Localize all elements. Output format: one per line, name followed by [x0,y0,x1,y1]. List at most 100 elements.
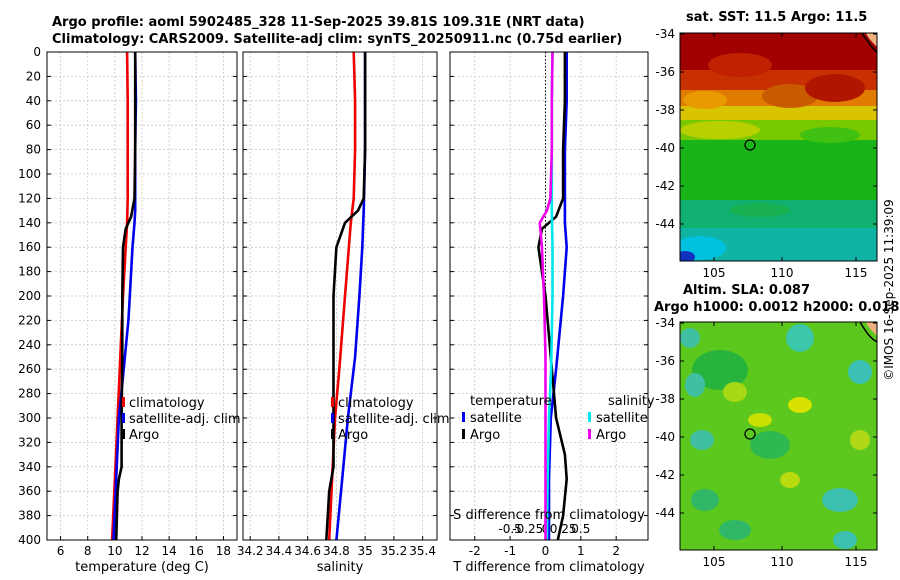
salinity-xtick-label: 34.2 [237,544,264,558]
salinity-xtick-label: 34.4 [266,544,293,558]
legend-swatch-temperature-satellite [462,412,465,422]
salinity-axes-frame [242,51,438,541]
difference-xtick-label: 1 [577,544,585,558]
depth-tick-label: 260 [18,362,41,376]
lat-tick-label: -38 [655,392,675,406]
temperature-xtick-label: 12 [134,544,149,558]
lat-tick-label: -44 [655,217,675,231]
depth-tick-label: 220 [18,313,41,327]
sla-map [680,322,877,550]
difference-series-salinity-argo [538,51,554,540]
sla-map-title-line-1: Altim. SLA: 0.087 [683,283,810,298]
imos-watermark: ©IMOS 16-Sep-2025 11:39:09 [882,199,896,381]
legend-swatch-0 [331,397,334,407]
depth-tick-label: 80 [26,143,41,157]
difference-axes-frame [449,51,649,541]
difference-series-temperature-satellite [547,52,569,540]
lon-tick-label: 105 [703,266,726,280]
salinity-xtick-label: 34.6 [294,544,321,558]
temperature-xtick-label: 18 [216,544,231,558]
lat-tick-label: -34 [655,27,675,41]
legend-swatch-0 [122,397,125,407]
depth-tick-label: 280 [18,387,41,401]
legend-swatch-1 [122,413,125,423]
depth-tick-label: 400 [18,533,41,547]
legend-label-salinity-satellite: satellite [596,411,648,426]
depth-tick-label: 340 [18,460,41,474]
salinity-xlabel: salinity [317,560,364,575]
difference-xtick-label: -2 [469,544,481,558]
lat-tick-label: -44 [655,506,675,520]
lon-tick-label: 110 [771,266,794,280]
legend-label-temperature-Argo: Argo [470,428,500,443]
legend-label-temperature-satellite: satellite [470,411,522,426]
sla-map-frame [679,321,878,551]
lat-tick-label: -34 [655,316,675,330]
temperature-xlabel: temperature (deg C) [75,560,209,575]
sst-map [680,33,877,261]
difference-top-axis-label: S difference from climatology [453,508,645,523]
difference-xtick-label: 2 [612,544,620,558]
depth-tick-label: 200 [18,289,41,303]
depth-tick-label: 0 [33,45,41,59]
legend-swatch-2 [331,429,334,439]
salinity-diff-tick-label: -0.25 [512,522,543,536]
legend-swatch-temperature-Argo [462,429,465,439]
legend-swatch-2 [122,429,125,439]
temperature-xtick-label: 16 [189,544,204,558]
temperature-series-argo [114,52,137,541]
salinity-diff-tick-label: -0.5 [498,522,521,536]
salinity-xtick-label: 35.2 [381,544,408,558]
sst_map-ticks: -34 -36 -38 -40 -42 -44 105 110 115 [655,27,877,280]
lat-tick-label: -42 [655,468,675,482]
lon-tick-label: 110 [771,555,794,569]
sst-map-frame [679,32,878,262]
salinity-xtick-label: 34.8 [323,544,350,558]
temperature-panel: 0 20 40 60 80 100 120 140 160 180 200 220 240 260 280 3… [18,45,241,558]
salinity-xtick-label: 35 [358,544,373,558]
legend-swatch-1 [331,413,334,423]
depth-tick-label: 120 [18,191,41,205]
sla_map-ticks: -34 -36 -38 -40 -42 -44 105 110 115 [655,316,877,569]
salinity-series-argo [325,52,367,541]
sst-map-title: sat. SST: 11.5 Argo: 11.5 [686,10,868,25]
temperature-xtick-label: 14 [162,544,177,558]
legend-swatch-salinity-Argo [588,429,591,439]
depth-tick-label: 300 [18,411,41,425]
temperature-axes-frame [46,51,238,541]
difference-xlabel: T difference from climatology [452,560,645,575]
salinity-diff-tick-label: 0.5 [571,522,590,536]
difference-xtick-label: 0 [542,544,550,558]
figure-title-line-2: Climatology: CARS2009. Satellite-adj cli… [52,32,623,47]
lat-tick-label: -40 [655,141,675,155]
difference-panel: -2 -1 0 1 2-0.5-0.250 0.250.5temperaturesatel… [449,51,655,558]
legend-label-1: satellite-adj. clim [129,412,241,427]
lat-tick-label: -38 [655,103,675,117]
depth-tick-label: 100 [18,167,41,181]
salinity-panel: 34.2 34.4 34.6 34.8 35 35.2 35.4 climatologysat… [237,51,450,558]
lat-tick-label: -36 [655,65,675,79]
legend-label-salinity-Argo: Argo [596,428,626,443]
depth-tick-label: 380 [18,509,41,523]
lon-tick-label: 105 [703,555,726,569]
depth-tick-label: 40 [26,94,41,108]
lon-tick-label: 115 [845,266,868,280]
temperature-xtick-label: 10 [107,544,122,558]
legend-label-0: climatology [129,396,205,411]
depth-tick-label: 140 [18,216,41,230]
difference-xtick-label: -1 [504,544,516,558]
depth-tick-label: 240 [18,338,41,352]
legend-swatch-salinity-satellite [588,412,591,422]
depth-tick-label: 60 [26,118,41,132]
salinity-xtick-label: 35.4 [409,544,436,558]
depth-tick-label: 320 [18,435,41,449]
depth-tick-label: 20 [26,69,41,83]
legend-label-2: Argo [338,428,368,443]
depth-tick-label: 160 [18,240,41,254]
legend-label-2: Argo [129,428,159,443]
lon-tick-label: 115 [845,555,868,569]
sst-argo-position-marker[interactable] [744,139,756,151]
sla-argo-position-marker[interactable] [744,428,756,440]
depth-tick-label: 180 [18,265,41,279]
